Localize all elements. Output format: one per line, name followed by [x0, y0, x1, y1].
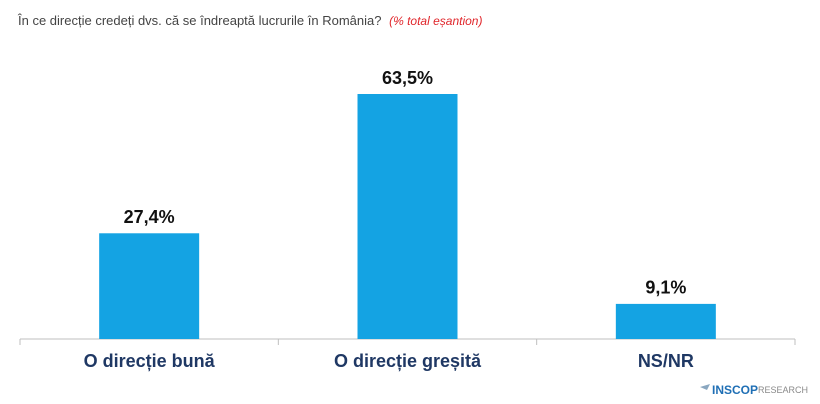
category-label: NS/NR: [638, 351, 694, 371]
bar: [99, 233, 200, 339]
value-label: 27,4%: [124, 207, 175, 227]
category-label: O direcție greșită: [334, 351, 482, 371]
bar: [615, 303, 716, 339]
logo: INSCOPRESEARCH: [700, 383, 808, 397]
category-label: O direcție bună: [84, 351, 216, 371]
bar: [357, 94, 458, 339]
logo-suffix: RESEARCH: [758, 385, 808, 395]
logo-icon: [700, 384, 710, 390]
logo-text: INSCOPRESEARCH: [712, 383, 808, 397]
value-label: 63,5%: [382, 68, 433, 88]
value-label: 9,1%: [645, 278, 686, 298]
chart-title: În ce direcție credeți dvs. că se îndrea…: [17, 13, 381, 28]
logo-brand: INSCOP: [712, 383, 758, 397]
chart-subtitle: (% total eșantion): [389, 14, 482, 28]
chart-heading: În ce direcție credeți dvs. că se îndrea…: [17, 13, 482, 28]
